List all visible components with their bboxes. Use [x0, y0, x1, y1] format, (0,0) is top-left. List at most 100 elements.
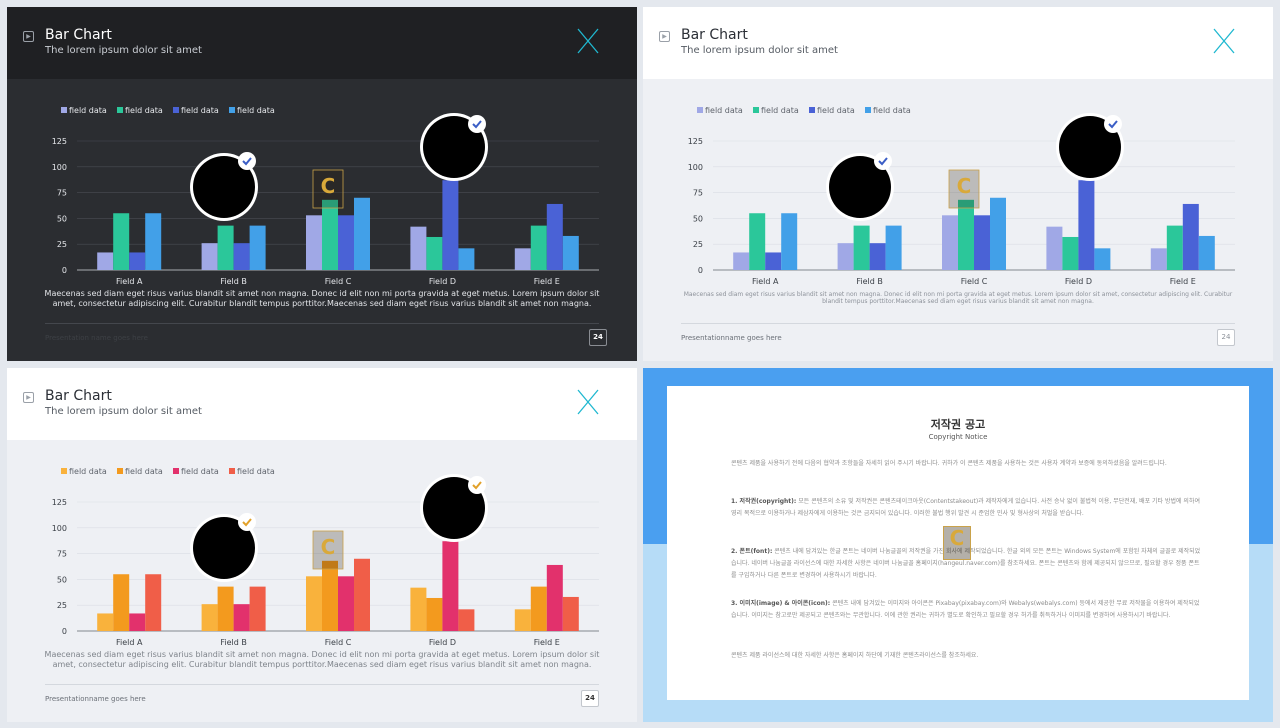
x-tick-label: Field B	[220, 638, 247, 647]
bar	[942, 215, 958, 270]
slide-header: ▶ Bar Chart The lorem ipsum dolor sit am…	[7, 368, 637, 440]
y-tick-label: 25	[57, 240, 67, 249]
slide-subtitle: The lorem ipsum dolor sit amet	[45, 406, 202, 417]
slide-light[interactable]: ▶ Bar Chart The lorem ipsum dolor sit am…	[643, 7, 1273, 361]
check-badge-bg	[468, 476, 486, 494]
watermark-frame	[312, 530, 344, 570]
section-label: 1. 저작권(copyright):	[731, 498, 797, 505]
watermark-glyph: C	[321, 535, 336, 559]
bar	[233, 243, 250, 270]
y-tick-label: 75	[693, 189, 703, 198]
slide-body: field data field data field data field data…	[7, 79, 637, 361]
x-tick-label: Field C	[325, 277, 352, 286]
y-tick-label: 75	[57, 550, 67, 559]
play-icon[interactable]: ▶	[23, 31, 34, 42]
footer-text: Presentationname goes here	[45, 695, 146, 703]
x-tick-label: Field D	[429, 638, 456, 647]
section-text: 콘텐츠 내에 담겨있는 이미지와 아이콘은 Pixabay(pixabay.co…	[731, 600, 1200, 619]
y-tick-label: 50	[57, 214, 67, 223]
bar	[129, 613, 146, 631]
y-tick-label: 100	[688, 163, 703, 172]
footer-divider	[681, 323, 1235, 324]
x-tick-label: Field B	[220, 277, 247, 286]
watermark-frame	[948, 169, 980, 209]
profile-badge	[1056, 113, 1124, 181]
check-badge-bg	[238, 152, 256, 170]
y-tick-label: 100	[52, 163, 67, 172]
slide-title: Bar Chart	[681, 27, 748, 43]
y-tick-label: 100	[52, 524, 67, 533]
x-tick-label: Field E	[534, 638, 560, 647]
bar-chart: field data field data field data field data…	[52, 467, 599, 647]
bar	[426, 236, 443, 270]
y-tick-label: 25	[57, 601, 67, 610]
badge-photo	[829, 156, 891, 218]
slide-title: Bar Chart	[45, 27, 112, 43]
check-badge-bg	[468, 115, 486, 133]
bar	[442, 180, 459, 270]
check-badge-bg	[874, 152, 892, 170]
bar-chart: field data field data field data field data…	[52, 106, 599, 286]
bar	[113, 213, 130, 270]
slide-dark[interactable]: ▶ Bar Chart The lorem ipsum dolor sit am…	[7, 7, 637, 361]
x-tick-label: Field A	[116, 277, 143, 286]
footer-text: Presentation name goes here	[45, 334, 148, 342]
page-number: 24	[589, 329, 607, 346]
bar	[530, 225, 547, 270]
copyright-intro: 콘텐츠 제품을 사용하기 전에 다음의 협약과 조항들을 자세히 읽어 주시기 …	[731, 460, 1167, 467]
bar	[145, 574, 162, 631]
bar	[426, 597, 443, 631]
y-tick-label: 125	[688, 137, 703, 146]
check-badge-bg	[238, 513, 256, 531]
legend-label: field data	[181, 106, 219, 115]
y-tick-label: 50	[693, 214, 703, 223]
slide-subtitle: The lorem ipsum dolor sit amet	[681, 45, 838, 56]
bar	[322, 560, 338, 631]
badge-photo	[193, 156, 255, 218]
bar	[442, 541, 459, 631]
play-icon[interactable]: ▶	[659, 31, 670, 42]
page-number: 24	[581, 690, 599, 707]
copyright-card: 저작권 공고 Copyright Notice 콘텐츠 제품을 사용하기 전에 …	[667, 386, 1249, 700]
y-tick-label: 75	[57, 189, 67, 198]
profile-badge	[190, 513, 258, 582]
slide-copyright[interactable]: 저작권 공고 Copyright Notice 콘텐츠 제품을 사용하기 전에 …	[643, 368, 1273, 722]
bar	[217, 225, 234, 270]
x-tick-label: Field E	[1170, 277, 1196, 286]
footer-divider	[45, 323, 599, 324]
bar	[129, 252, 146, 270]
play-icon[interactable]: ▶	[23, 392, 34, 403]
copyright-section-2: 2. 폰트(font): 콘텐츠 내에 담겨있는 한글 폰트는 네이버 나눔글꼴…	[731, 546, 1201, 582]
bar	[1094, 248, 1111, 270]
x-logo-icon	[1213, 28, 1235, 54]
check-icon	[1108, 120, 1118, 129]
bar	[113, 574, 130, 631]
bar	[562, 235, 579, 270]
legend-swatch	[61, 107, 67, 113]
x-tick-label: Field E	[534, 277, 560, 286]
copyright-section-3: 3. 이미지(image) & 아이콘(icon): 콘텐츠 내에 담겨있는 이…	[731, 598, 1201, 622]
bar	[97, 252, 114, 270]
x-tick-label: Field D	[429, 277, 456, 286]
bar	[410, 226, 427, 270]
section-label: 3. 이미지(image) & 아이콘(icon):	[731, 600, 831, 607]
slide-orange[interactable]: ▶ Bar Chart The lorem ipsum dolor sit am…	[7, 368, 637, 722]
bar	[249, 586, 266, 631]
bar	[869, 243, 886, 270]
y-tick-label: 0	[62, 266, 67, 275]
bar	[145, 213, 162, 270]
bar	[354, 558, 370, 631]
y-tick-label: 0	[62, 627, 67, 636]
slide-header: ▶ Bar Chart The lorem ipsum dolor sit am…	[643, 7, 1273, 79]
footer-text: Presentationname goes here	[681, 334, 782, 342]
bar	[233, 604, 250, 631]
slide-caption: Maecenas sed diam eget risus varius blan…	[683, 291, 1233, 305]
x-logo-icon	[577, 28, 599, 54]
watermark-glyph: C	[957, 174, 972, 198]
bar	[765, 252, 782, 270]
bar	[974, 215, 990, 270]
footer-divider	[45, 684, 599, 685]
legend-label: field data	[817, 106, 855, 115]
profile-badge	[420, 474, 488, 542]
legend-label: field data	[873, 106, 911, 115]
